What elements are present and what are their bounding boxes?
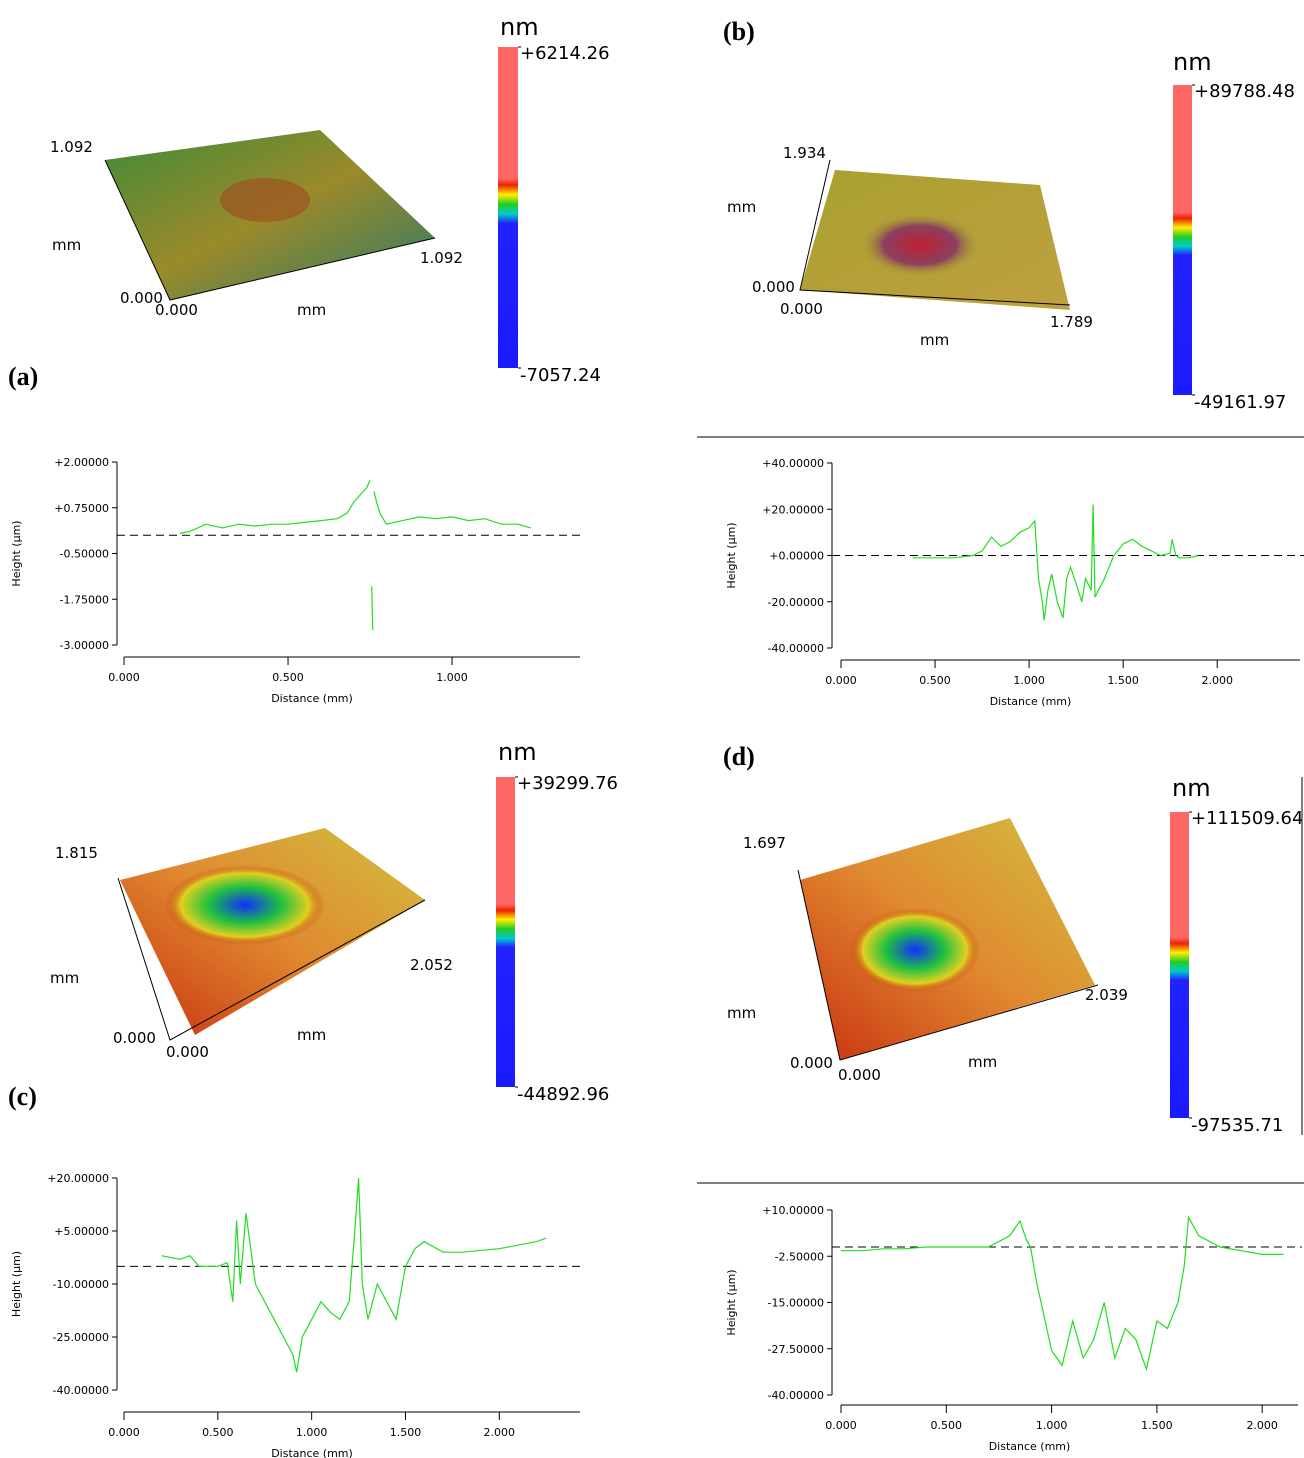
y-tick-label: +2.00000 bbox=[54, 456, 109, 469]
surface-axis-label: mm bbox=[297, 301, 326, 319]
y-tick-label: -40.00000 bbox=[768, 1389, 824, 1402]
profile-line bbox=[913, 505, 1199, 621]
y-tick-label: -25.00000 bbox=[53, 1331, 109, 1344]
panel-label: (b) bbox=[723, 17, 755, 46]
x-tick-label: 1.000 bbox=[296, 1426, 328, 1439]
colorbar-max: +6214.26 bbox=[520, 43, 610, 64]
colorbar bbox=[1170, 812, 1189, 1118]
colorbar bbox=[498, 47, 518, 368]
y-tick-label: -0.50000 bbox=[60, 548, 109, 561]
y-tick-label: +0.00000 bbox=[769, 550, 824, 563]
y-tick-label: -40.00000 bbox=[768, 642, 824, 655]
panel-label: (a) bbox=[8, 362, 38, 391]
y-tick-label: +20.00000 bbox=[47, 1172, 109, 1185]
surface-c-pit bbox=[165, 865, 325, 945]
surface-axis-label: mm bbox=[727, 198, 756, 216]
x-tick-label: 0.500 bbox=[272, 671, 304, 684]
colorbar-unit: nm bbox=[1173, 48, 1212, 76]
surface-axis-label: 1.092 bbox=[50, 138, 93, 156]
x-tick-label: 1.000 bbox=[1013, 674, 1045, 687]
profile-line bbox=[162, 1178, 547, 1372]
surface-axis-label: 1.815 bbox=[55, 844, 98, 862]
surface-axis-label: 0.000 bbox=[838, 1066, 881, 1084]
x-tick-label: 2.000 bbox=[1201, 674, 1233, 687]
surface-axis-label: 0.000 bbox=[155, 301, 198, 319]
surface-axis-label: 1.934 bbox=[783, 144, 826, 162]
x-axis-title: Distance (mm) bbox=[271, 692, 353, 705]
x-tick-label: 1.500 bbox=[1107, 674, 1139, 687]
surface-axis-label: 1.697 bbox=[743, 834, 786, 852]
colorbar bbox=[1173, 85, 1192, 395]
y-tick-label: -20.00000 bbox=[768, 596, 824, 609]
colorbar-unit: nm bbox=[498, 738, 537, 766]
surface-axis-label: mm bbox=[297, 1026, 326, 1044]
surface-axis-label: 1.092 bbox=[420, 249, 463, 267]
x-tick-label: 2.000 bbox=[484, 1426, 516, 1439]
x-tick-label: 0.500 bbox=[919, 674, 951, 687]
surface-axis-label: 2.052 bbox=[410, 956, 453, 974]
y-axis-title: Height (µm) bbox=[10, 520, 23, 586]
x-tick-label: 0.000 bbox=[108, 1426, 140, 1439]
colorbar-min: -97535.71 bbox=[1191, 1115, 1283, 1136]
colorbar-min: -44892.96 bbox=[517, 1084, 609, 1105]
x-axis-title: Distance (mm) bbox=[271, 1447, 353, 1458]
surface-axis-label: 0.000 bbox=[790, 1054, 833, 1072]
x-tick-label: 0.000 bbox=[108, 671, 140, 684]
surface-axis-label: mm bbox=[50, 969, 79, 987]
y-tick-label: -15.00000 bbox=[768, 1297, 824, 1310]
x-tick-label: 1.500 bbox=[1141, 1419, 1173, 1432]
surface-axis-label: 0.000 bbox=[780, 300, 823, 318]
y-tick-label: +5.00000 bbox=[54, 1225, 109, 1238]
y-tick-label: -1.75000 bbox=[60, 593, 109, 606]
x-tick-label: 0.000 bbox=[825, 674, 857, 687]
surface-d-pit bbox=[850, 908, 980, 992]
surface-b-pit bbox=[860, 213, 980, 277]
x-tick-label: 0.500 bbox=[202, 1426, 234, 1439]
colorbar-min: -7057.24 bbox=[520, 365, 601, 386]
colorbar-unit: nm bbox=[500, 13, 539, 41]
figure: (a)nm+6214.26-7057.241.092mm0.0000.000mm… bbox=[0, 0, 1304, 1458]
y-tick-label: -27.50000 bbox=[768, 1343, 824, 1356]
colorbar-unit: nm bbox=[1172, 774, 1211, 802]
colorbar-min: -49161.97 bbox=[1194, 392, 1286, 413]
colorbar bbox=[496, 777, 515, 1087]
surface-axis-label: 2.039 bbox=[1085, 986, 1128, 1004]
y-axis-title: Height (µm) bbox=[725, 522, 738, 588]
y-tick-label: +0.75000 bbox=[54, 502, 109, 515]
y-tick-label: +10.00000 bbox=[762, 1204, 824, 1217]
x-tick-label: 1.500 bbox=[390, 1426, 422, 1439]
surface-axis-label: 0.000 bbox=[166, 1043, 209, 1061]
y-tick-label: -40.00000 bbox=[53, 1384, 109, 1397]
x-tick-label: 1.000 bbox=[436, 671, 468, 684]
surface-axis-label: 0.000 bbox=[113, 1029, 156, 1047]
surface-a-pit bbox=[220, 178, 310, 222]
panel-label: (c) bbox=[8, 1082, 37, 1111]
profile-line bbox=[841, 1217, 1283, 1369]
profile-line bbox=[180, 480, 531, 630]
surface-axis-label: mm bbox=[968, 1053, 997, 1071]
x-tick-label: 0.500 bbox=[931, 1419, 963, 1432]
y-tick-label: +40.00000 bbox=[762, 457, 824, 470]
y-tick-label: +20.00000 bbox=[762, 503, 824, 516]
surface-axis-label: mm bbox=[920, 331, 949, 349]
y-tick-label: -3.00000 bbox=[60, 639, 109, 652]
surface-axis-label: 1.789 bbox=[1050, 313, 1093, 331]
colorbar-max: +111509.64 bbox=[1191, 808, 1303, 829]
x-tick-label: 1.000 bbox=[1036, 1419, 1068, 1432]
panel-label: (d) bbox=[723, 742, 755, 771]
surface-axis-label: 0.000 bbox=[752, 278, 795, 296]
y-axis-title: Height (µm) bbox=[10, 1251, 23, 1317]
colorbar-max: +89788.48 bbox=[1194, 81, 1295, 102]
x-axis-title: Distance (mm) bbox=[989, 1440, 1071, 1453]
surface-axis-label: mm bbox=[727, 1004, 756, 1022]
surface-axis-label: mm bbox=[52, 236, 81, 254]
x-tick-label: 2.000 bbox=[1246, 1419, 1278, 1432]
y-axis-title: Height (µm) bbox=[725, 1269, 738, 1335]
x-tick-label: 0.000 bbox=[825, 1419, 857, 1432]
y-tick-label: -2.50000 bbox=[775, 1250, 824, 1263]
colorbar-max: +39299.76 bbox=[517, 773, 618, 794]
y-tick-label: -10.00000 bbox=[53, 1278, 109, 1291]
x-axis-title: Distance (mm) bbox=[990, 695, 1072, 708]
